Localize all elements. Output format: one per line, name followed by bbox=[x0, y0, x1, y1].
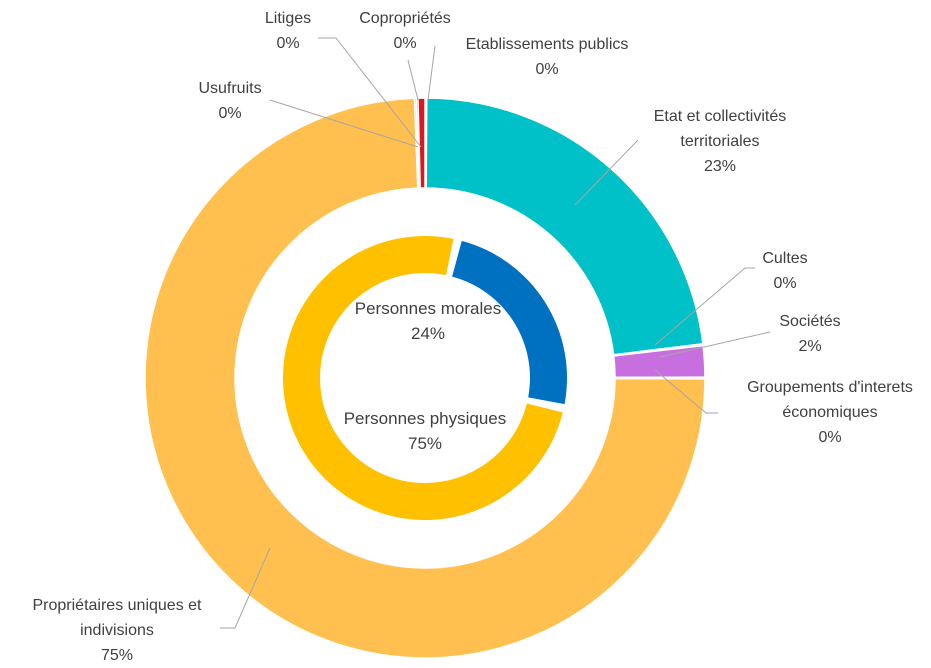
slice-label: Personnes physiques 75% bbox=[315, 406, 535, 456]
label-text: Groupements d'interets économiques bbox=[747, 379, 913, 421]
slice-label: Etat et collectivités territoriales 23% bbox=[625, 104, 815, 179]
slices bbox=[144, 97, 706, 659]
slice-label: Usufruits 0% bbox=[170, 76, 290, 126]
label-text: Etablissements publics bbox=[465, 36, 629, 53]
label-text: Etat et collectivités territoriales bbox=[653, 108, 787, 150]
slice-label: Etablissements publics 0% bbox=[427, 32, 667, 82]
label-text: 23% bbox=[703, 158, 737, 175]
label-text: Usufruits bbox=[198, 80, 262, 97]
leader-lines bbox=[220, 37, 771, 629]
leader-line bbox=[220, 547, 271, 629]
label-text: Personnes physiques bbox=[343, 409, 507, 428]
leader-line bbox=[269, 99, 419, 148]
label-text: Sociétés bbox=[779, 313, 841, 330]
label-text: 0% bbox=[535, 61, 559, 78]
label-text: Cultes bbox=[762, 250, 808, 267]
label-text: Copropriétés bbox=[359, 10, 451, 27]
slice-label: Sociétés 2% bbox=[750, 309, 870, 359]
outer-slice bbox=[144, 97, 706, 659]
leader-line bbox=[654, 369, 718, 414]
label-text: 75% bbox=[100, 647, 134, 664]
label-text: 0% bbox=[276, 35, 300, 52]
slice-label: Groupements d'interets économiques 0% bbox=[715, 375, 931, 450]
label-text: 2% bbox=[798, 338, 822, 355]
label-text: 24% bbox=[410, 324, 446, 343]
leader-line bbox=[654, 267, 755, 346]
slice-label: Litiges 0% bbox=[228, 6, 348, 56]
leader-line bbox=[574, 139, 639, 206]
slice-label: Copropriétés 0% bbox=[335, 6, 475, 56]
label-text: 0% bbox=[218, 105, 242, 122]
leader-line bbox=[318, 37, 422, 148]
label-text: 0% bbox=[818, 429, 842, 446]
outer-slice bbox=[425, 97, 704, 356]
leader-line bbox=[659, 331, 771, 358]
slice-label: Personnes morales 24% bbox=[318, 296, 538, 346]
label-text: Litiges bbox=[264, 10, 312, 27]
slice-label: Propriétaires uniques et indivisions 75% bbox=[0, 593, 237, 668]
outer-slice bbox=[417, 97, 426, 189]
label-text: 0% bbox=[773, 275, 797, 292]
leader-line bbox=[407, 59, 419, 101]
label-text: Propriétaires uniques et indivisions bbox=[32, 597, 202, 639]
leader-line bbox=[427, 45, 436, 101]
label-text: 0% bbox=[393, 35, 417, 52]
label-text: Personnes morales bbox=[354, 299, 502, 318]
inner-slice bbox=[452, 240, 567, 405]
slice-label: Cultes 0% bbox=[725, 246, 845, 296]
label-text: 75% bbox=[407, 434, 443, 453]
